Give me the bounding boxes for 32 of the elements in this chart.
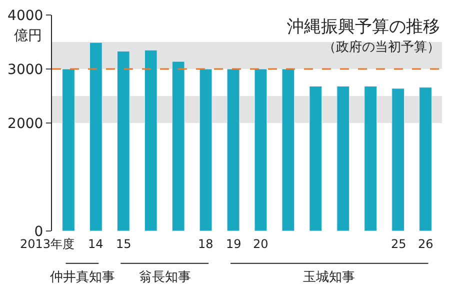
bar xyxy=(254,68,268,231)
bar xyxy=(144,50,158,231)
text: 仲井真知事 xyxy=(50,270,115,285)
chart-title: 沖縄振興予算の推移 xyxy=(287,17,440,37)
bar xyxy=(282,68,295,231)
x-tick-label: 14 xyxy=(88,237,104,251)
text: （政府の当初予算） xyxy=(323,39,440,55)
x-tick-label: 15 xyxy=(116,237,132,251)
bar xyxy=(199,68,212,231)
bar xyxy=(172,61,185,231)
bar xyxy=(364,86,378,231)
text: 玉城知事 xyxy=(303,270,355,285)
x-tick-label: 25 xyxy=(391,237,406,251)
bar xyxy=(62,68,75,231)
x-tick-label: 26 xyxy=(418,237,434,251)
bar xyxy=(90,42,102,231)
bar xyxy=(336,86,350,231)
y-axis-title: 億円 xyxy=(14,28,42,44)
bar xyxy=(116,50,130,231)
bar xyxy=(392,88,404,231)
y-tick-label: 4000 xyxy=(8,8,44,24)
y-tick-label: 3000 xyxy=(8,62,44,78)
bar xyxy=(226,68,240,231)
y-tick-label: 0 xyxy=(34,224,44,240)
x-tick-label: 20 xyxy=(253,237,268,251)
x-tick-label: 19 xyxy=(226,237,242,251)
bar xyxy=(419,87,432,231)
text: 翁長知事 xyxy=(139,270,191,285)
x-tick-label: 2013年度 xyxy=(20,237,75,251)
x-tick-label: 18 xyxy=(198,237,214,251)
bar xyxy=(309,86,322,231)
y-tick-label: 2000 xyxy=(8,116,44,132)
